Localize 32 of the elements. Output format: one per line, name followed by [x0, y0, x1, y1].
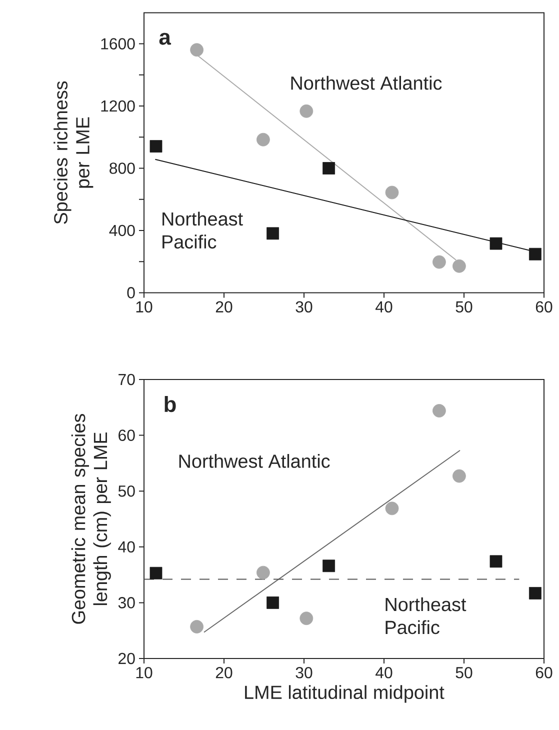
- x-tick-label: 50: [456, 301, 472, 312]
- x-tick-label: 20: [216, 667, 232, 678]
- y-tick-label: 800: [110, 162, 135, 174]
- x-tick-label: 10: [136, 301, 152, 312]
- x-tick-label: 40: [375, 301, 392, 312]
- x-tick-label: 10: [136, 667, 152, 678]
- y-tick-label: 400: [109, 224, 135, 236]
- x-tick-label: 60: [536, 301, 552, 312]
- x-tick-label: 20: [216, 301, 232, 312]
- y-tick-label: 20: [118, 652, 135, 664]
- y-tick-label: 40: [118, 541, 135, 553]
- y-tick-label: 70: [118, 374, 135, 386]
- x-tick-label: 50: [456, 667, 472, 678]
- y-tick-label: 0: [127, 287, 135, 298]
- x-tick-label: 30: [296, 301, 312, 312]
- x-tick-label: 60: [536, 667, 552, 678]
- y-tick-label: 60: [118, 430, 135, 441]
- series-label: Northwest Atlantic: [291, 76, 442, 90]
- y-axis-title: Species richness per LME: [54, 81, 94, 224]
- annotation: b: [164, 396, 176, 412]
- legend-label: Northeast Pacific: [162, 212, 243, 249]
- y-tick-label: 1600: [101, 38, 135, 50]
- x-tick-label: 30: [296, 667, 312, 678]
- y-tick-label: 1200: [101, 100, 135, 112]
- annotation: a: [159, 32, 172, 45]
- x-axis-title: LME latitudinal midpoint: [245, 685, 444, 703]
- x-tick-label: 40: [375, 667, 392, 678]
- y-tick-label: 30: [118, 597, 135, 608]
- y-tick-label: 50: [118, 485, 135, 497]
- text: Northeast Pacific: [386, 597, 466, 634]
- annotation: Northwest Atlantic: [179, 454, 330, 468]
- y-axis-title: Geometric mean species length (cm) per LME: [71, 414, 111, 624]
